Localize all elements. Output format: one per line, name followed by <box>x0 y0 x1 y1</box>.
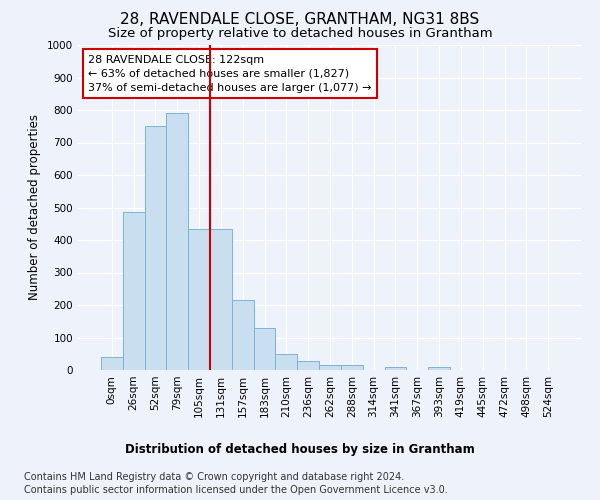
Bar <box>297 361 319 370</box>
Bar <box>428 367 450 370</box>
Bar <box>254 328 275 370</box>
Bar <box>275 354 297 370</box>
Text: Contains public sector information licensed under the Open Government Licence v3: Contains public sector information licen… <box>24 485 448 495</box>
Bar <box>188 228 210 370</box>
Text: Distribution of detached houses by size in Grantham: Distribution of detached houses by size … <box>125 442 475 456</box>
Text: Size of property relative to detached houses in Grantham: Size of property relative to detached ho… <box>107 28 493 40</box>
Bar <box>145 126 166 370</box>
Bar <box>123 212 145 370</box>
Bar <box>101 357 123 370</box>
Y-axis label: Number of detached properties: Number of detached properties <box>28 114 41 300</box>
Bar <box>210 228 232 370</box>
Bar <box>385 367 406 370</box>
Text: 28 RAVENDALE CLOSE: 122sqm
← 63% of detached houses are smaller (1,827)
37% of s: 28 RAVENDALE CLOSE: 122sqm ← 63% of deta… <box>88 54 371 93</box>
Bar <box>166 114 188 370</box>
Text: Contains HM Land Registry data © Crown copyright and database right 2024.: Contains HM Land Registry data © Crown c… <box>24 472 404 482</box>
Text: 28, RAVENDALE CLOSE, GRANTHAM, NG31 8BS: 28, RAVENDALE CLOSE, GRANTHAM, NG31 8BS <box>121 12 479 28</box>
Bar <box>341 366 363 370</box>
Bar <box>319 365 341 370</box>
Bar <box>232 300 254 370</box>
